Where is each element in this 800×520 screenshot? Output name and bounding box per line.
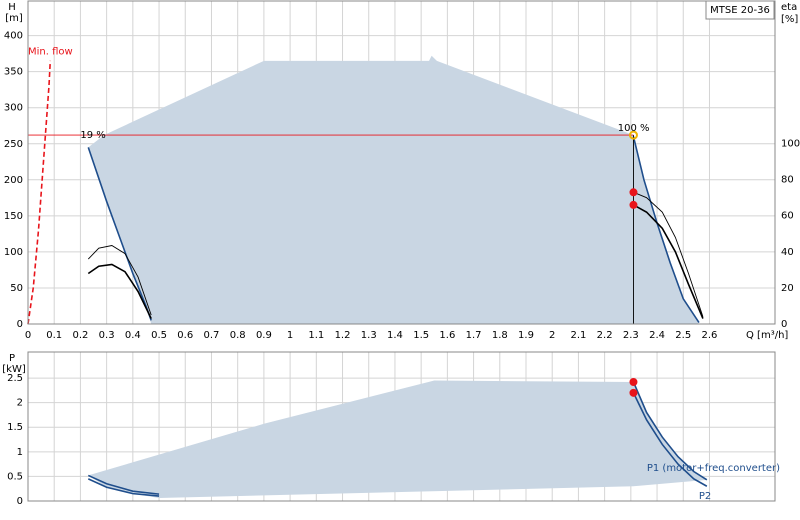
x-tick-label: 1.2	[335, 330, 351, 341]
duty-point	[629, 200, 638, 209]
title-box	[705, 0, 775, 20]
plot-frame	[27, 351, 776, 502]
x-tick-label: 1	[287, 330, 293, 341]
x-tick-label: 1.3	[361, 330, 377, 341]
x-tick-label: 2	[549, 330, 555, 341]
x-tick-label: 2.3	[623, 330, 639, 341]
annotation: 19 %	[80, 130, 105, 141]
chart-title: MTSE 20-36	[710, 5, 770, 16]
y2-tick-label: 100	[781, 139, 800, 150]
x-tick-label: 0.8	[230, 330, 246, 341]
y-tick-label: 2	[17, 398, 23, 409]
x-tick-label: 2.5	[675, 330, 691, 341]
x-tick-label: 0.5	[151, 330, 167, 341]
y-tick-label: 1	[17, 447, 23, 458]
annotation: Min. flow	[28, 46, 73, 57]
duty-point	[629, 377, 638, 386]
x-axis-label: Q [m³/h]	[746, 330, 788, 341]
curve	[27, 60, 52, 325]
x-tick-label: 1.9	[518, 330, 534, 341]
curve	[87, 478, 160, 497]
y2-tick-label: 40	[781, 247, 794, 258]
curve	[87, 263, 152, 319]
plot-frame	[27, 0, 776, 325]
x-tick-label: 2.1	[570, 330, 586, 341]
duty-point	[628, 130, 638, 140]
x-tick-label: 0.1	[46, 330, 62, 341]
y-axis-unit: [m]	[5, 13, 23, 24]
operating-area	[88, 380, 707, 499]
curve	[633, 191, 704, 317]
y-tick-label: 100	[4, 247, 23, 258]
x-tick-label: 0.6	[177, 330, 193, 341]
x-tick-label: 1.4	[387, 330, 403, 341]
curve	[87, 245, 152, 316]
y-tick-label: 0	[17, 319, 23, 330]
y-tick-label: 1.5	[7, 422, 23, 433]
curve	[632, 381, 708, 481]
x-tick-label: 0.7	[204, 330, 220, 341]
operating-area	[88, 55, 699, 324]
y-tick-label: 300	[4, 103, 23, 114]
curve	[632, 136, 700, 323]
y-tick-label: 0.5	[7, 471, 23, 482]
legend-label: P2	[699, 491, 711, 502]
y-tick-label: 350	[4, 67, 23, 78]
x-tick-label: 1.8	[492, 330, 508, 341]
x-tick-label: 0.9	[256, 330, 272, 341]
y2-axis-label: eta	[781, 2, 797, 13]
x-tick-label: 1.5	[413, 330, 429, 341]
y-axis-label: H	[8, 2, 16, 13]
x-tick-label: 0	[25, 330, 31, 341]
x-tick-label: 1.7	[466, 330, 482, 341]
curve	[632, 392, 708, 487]
y2-tick-label: 60	[781, 211, 794, 222]
annotation: 100 %	[618, 123, 650, 134]
x-tick-label: 0.2	[72, 330, 88, 341]
y2-tick-label: 20	[781, 283, 794, 294]
y-axis-unit: [kW]	[2, 364, 26, 375]
curve	[633, 204, 704, 319]
y-tick-label: 50	[10, 283, 23, 294]
legend-label: P1 (motor+freq.converter)	[647, 463, 780, 474]
x-tick-label: 0.3	[99, 330, 115, 341]
y-tick-label: 150	[4, 211, 23, 222]
y2-tick-label: 80	[781, 175, 794, 186]
x-tick-label: 0.4	[125, 330, 141, 341]
x-tick-label: 2.2	[597, 330, 613, 341]
y-tick-label: 2.5	[7, 373, 23, 384]
x-tick-label: 2.6	[702, 330, 718, 341]
x-tick-label: 2.4	[649, 330, 665, 341]
x-tick-label: 1.6	[439, 330, 455, 341]
y-tick-label: 200	[4, 175, 23, 186]
x-tick-label: 1.1	[308, 330, 324, 341]
y-tick-label: 400	[4, 31, 23, 42]
y-axis-label: P	[9, 353, 15, 364]
y2-axis-unit: [%]	[781, 14, 798, 25]
y-tick-label: 250	[4, 139, 23, 150]
duty-point	[629, 388, 638, 397]
curve	[87, 474, 160, 495]
y-tick-label: 0	[17, 496, 23, 507]
duty-point	[629, 188, 638, 197]
y2-tick-label: 0	[781, 319, 787, 330]
